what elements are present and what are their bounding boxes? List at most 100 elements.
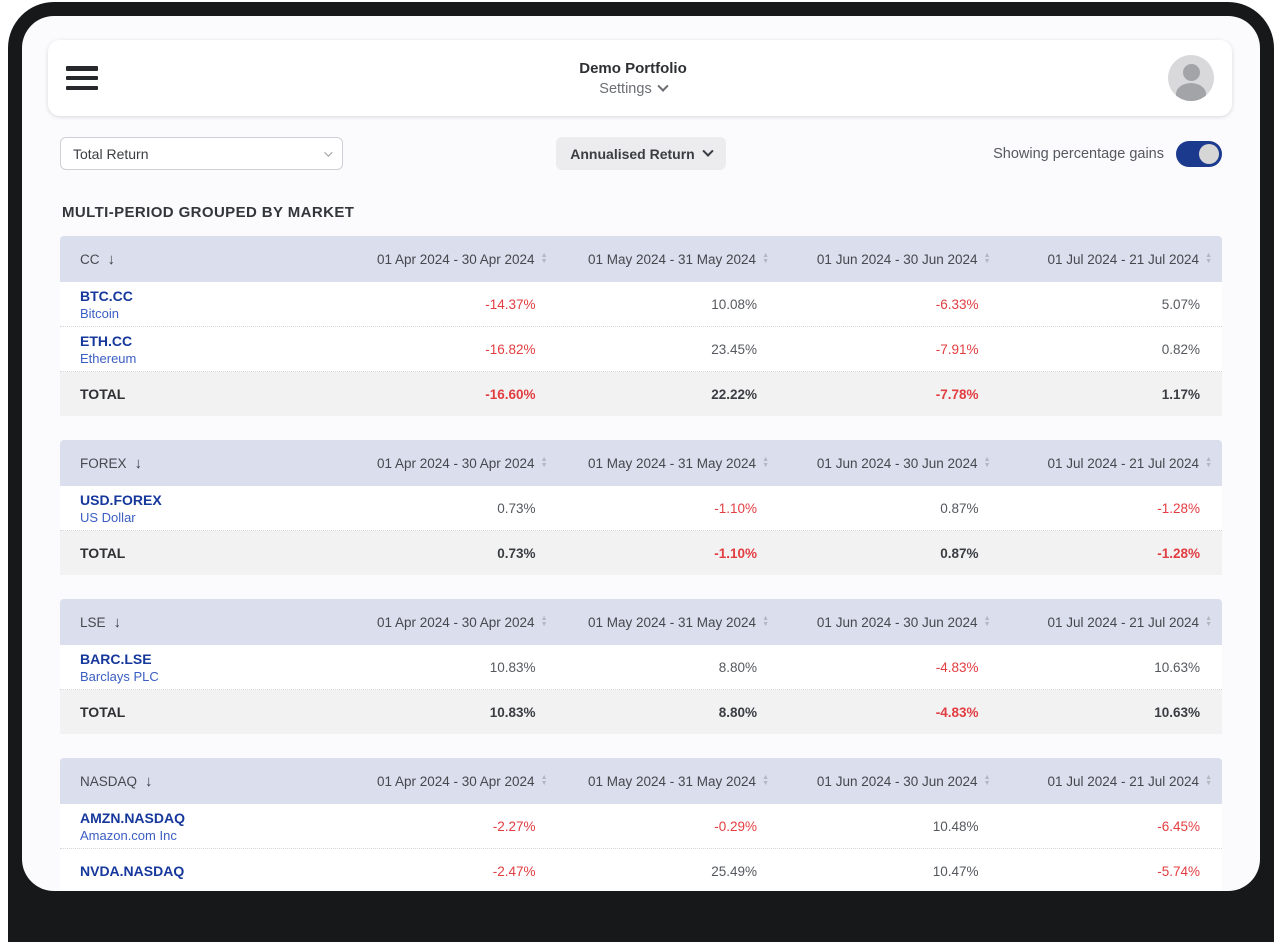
sort-icon: ▲ ▼ bbox=[1205, 456, 1212, 469]
period-column-header[interactable]: 01 Jul 2024 - 21 Jul 2024 ▲ ▼ bbox=[1001, 252, 1223, 267]
sort-icon: ▲ ▼ bbox=[762, 615, 769, 628]
market-label: NASDAQ bbox=[80, 773, 138, 789]
page-title: MULTI-PERIOD GROUPED BY MARKET bbox=[62, 204, 355, 221]
chevron-down-icon bbox=[657, 80, 669, 92]
instrument-cell[interactable]: AMZN.NASDAQ Amazon.com Inc bbox=[60, 810, 336, 843]
instrument-symbol: NVDA.NASDAQ bbox=[80, 863, 185, 879]
return-value: -5.74% bbox=[1157, 863, 1200, 879]
return-value: 1.17% bbox=[1161, 386, 1200, 402]
period-label: 01 May 2024 - 31 May 2024 bbox=[587, 773, 757, 789]
percentage-gains-toggle[interactable] bbox=[1176, 140, 1222, 167]
instrument-name: Amazon.com Inc bbox=[80, 827, 177, 843]
market-tables: CC ↓ 01 Apr 2024 - 30 Apr 2024 ▲ ▼ 01 May 202… bbox=[60, 236, 1222, 891]
total-label: TOTAL bbox=[80, 704, 126, 720]
return-value: -1.28% bbox=[1157, 500, 1200, 516]
period-column-header[interactable]: 01 Jul 2024 - 21 Jul 2024 ▲ ▼ bbox=[1001, 456, 1223, 471]
instrument-cell[interactable]: BTC.CC Bitcoin bbox=[60, 288, 336, 321]
period-label: 01 Apr 2024 - 30 Apr 2024 bbox=[376, 614, 535, 630]
period-column-header[interactable]: 01 Jun 2024 - 30 Jun 2024 ▲ ▼ bbox=[779, 456, 1001, 471]
total-row: TOTAL -16.60% 22.22% -7.78% 1.17% bbox=[60, 372, 1222, 416]
sort-icon: ▲ ▼ bbox=[762, 774, 769, 787]
period-column-header[interactable]: 01 Apr 2024 - 30 Apr 2024 ▲ ▼ bbox=[336, 615, 558, 630]
instrument-cell[interactable]: USD.FOREX US Dollar bbox=[60, 492, 336, 525]
period-column-header[interactable]: 01 Apr 2024 - 30 Apr 2024 ▲ ▼ bbox=[336, 456, 558, 471]
period-label: 01 May 2024 - 31 May 2024 bbox=[587, 614, 757, 630]
toggle-label: Showing percentage gains bbox=[993, 145, 1164, 162]
avatar[interactable] bbox=[1168, 55, 1214, 101]
table-row: ETH.CC Ethereum -16.82% 23.45% -7.91% 0.82% bbox=[60, 327, 1222, 372]
metric-select-value: Total Return bbox=[73, 145, 149, 162]
return-value: 0.73% bbox=[497, 545, 536, 561]
return-value: -4.83% bbox=[935, 704, 979, 720]
settings-button[interactable]: Settings bbox=[599, 80, 669, 97]
period-label: 01 Apr 2024 - 30 Apr 2024 bbox=[376, 773, 535, 789]
return-value: -14.37% bbox=[485, 296, 536, 312]
market-header-cc[interactable]: CC ↓ bbox=[60, 251, 336, 268]
period-label: 01 Jun 2024 - 30 Jun 2024 bbox=[816, 455, 978, 471]
hamburger-menu-icon[interactable] bbox=[66, 66, 98, 90]
instrument-symbol: AMZN.NASDAQ bbox=[80, 809, 185, 826]
period-column-header[interactable]: 01 Apr 2024 - 30 Apr 2024 ▲ ▼ bbox=[336, 774, 558, 789]
period-column-header[interactable]: 01 Jul 2024 - 21 Jul 2024 ▲ ▼ bbox=[1001, 774, 1223, 789]
return-mode-label: Annualised Return bbox=[570, 145, 695, 162]
return-value: 5.07% bbox=[1161, 296, 1200, 312]
table-header-row: LSE ↓ 01 Apr 2024 - 30 Apr 2024 ▲ ▼ 01 May 20… bbox=[60, 599, 1222, 645]
period-column-header[interactable]: 01 May 2024 - 31 May 2024 ▲ ▼ bbox=[558, 456, 780, 471]
table-header-row: FOREX ↓ 01 Apr 2024 - 30 Apr 2024 ▲ ▼ 01 May … bbox=[60, 440, 1222, 486]
return-mode-button[interactable]: Annualised Return bbox=[556, 137, 726, 170]
sort-icon: ▲ ▼ bbox=[1205, 615, 1212, 628]
instrument-cell[interactable]: BARC.LSE Barclays PLC bbox=[60, 651, 336, 684]
market-header-nasdaq[interactable]: NASDAQ ↓ bbox=[60, 773, 336, 790]
return-value: 8.80% bbox=[718, 704, 757, 720]
period-column-header[interactable]: 01 Jun 2024 - 30 Jun 2024 ▲ ▼ bbox=[779, 252, 1001, 267]
table-header-row: CC ↓ 01 Apr 2024 - 30 Apr 2024 ▲ ▼ 01 May 202… bbox=[60, 236, 1222, 282]
period-column-header[interactable]: 01 May 2024 - 31 May 2024 ▲ ▼ bbox=[558, 774, 780, 789]
sort-icon: ▲ ▼ bbox=[540, 456, 548, 469]
instrument-symbol: BTC.CC bbox=[80, 287, 133, 304]
period-column-header[interactable]: 01 Jul 2024 - 21 Jul 2024 ▲ ▼ bbox=[1001, 615, 1223, 630]
return-value: -16.60% bbox=[485, 386, 536, 402]
total-label: TOTAL bbox=[80, 545, 126, 561]
sort-icon: ▲ ▼ bbox=[1205, 252, 1212, 265]
period-label: 01 May 2024 - 31 May 2024 bbox=[587, 455, 757, 471]
table-row: BARC.LSE Barclays PLC 10.83% 8.80% -4.83% 10.… bbox=[60, 645, 1222, 690]
return-value: 0.82% bbox=[1161, 341, 1200, 357]
toggle-knob bbox=[1199, 143, 1219, 164]
market-header-forex[interactable]: FOREX ↓ bbox=[60, 455, 336, 472]
sort-direction-down-icon: ↓ bbox=[113, 613, 122, 631]
table-row: NVDA.NASDAQ -2.47% 25.49% 10.47% -5.74% bbox=[60, 849, 1222, 891]
period-column-header[interactable]: 01 Jun 2024 - 30 Jun 2024 ▲ ▼ bbox=[779, 774, 1001, 789]
return-value: -16.82% bbox=[485, 341, 536, 357]
chevron-down-icon bbox=[702, 145, 714, 157]
instrument-name: Bitcoin bbox=[80, 305, 120, 321]
period-column-header[interactable]: 01 Jun 2024 - 30 Jun 2024 ▲ ▼ bbox=[779, 615, 1001, 630]
period-column-header[interactable]: 01 May 2024 - 31 May 2024 ▲ ▼ bbox=[558, 252, 780, 267]
market-table-forex: FOREX ↓ 01 Apr 2024 - 30 Apr 2024 ▲ ▼ 01 May … bbox=[60, 440, 1222, 575]
device-frame: Demo Portfolio Settings Total Return Ann… bbox=[8, 2, 1274, 942]
return-value: 10.63% bbox=[1154, 704, 1200, 720]
instrument-name: Ethereum bbox=[80, 350, 137, 366]
market-label: LSE bbox=[80, 614, 106, 630]
instrument-cell[interactable]: NVDA.NASDAQ bbox=[60, 863, 336, 879]
metric-select[interactable]: Total Return bbox=[60, 137, 343, 170]
sort-icon: ▲ ▼ bbox=[983, 774, 991, 787]
total-row: TOTAL 0.73% -1.10% 0.87% -1.28% bbox=[60, 531, 1222, 575]
return-value: -2.27% bbox=[492, 818, 536, 834]
market-header-lse[interactable]: LSE ↓ bbox=[60, 614, 336, 631]
period-label: 01 Apr 2024 - 30 Apr 2024 bbox=[376, 455, 535, 471]
instrument-symbol: USD.FOREX bbox=[80, 491, 162, 508]
instrument-cell[interactable]: ETH.CC Ethereum bbox=[60, 333, 336, 366]
portfolio-title: Demo Portfolio bbox=[579, 59, 687, 77]
sort-icon: ▲ ▼ bbox=[983, 252, 991, 265]
market-label: CC bbox=[80, 251, 100, 267]
return-value: 25.49% bbox=[711, 863, 757, 879]
sort-direction-down-icon: ↓ bbox=[134, 454, 143, 472]
sort-icon: ▲ ▼ bbox=[983, 615, 991, 628]
return-value: -1.10% bbox=[714, 500, 757, 516]
avatar-person-icon bbox=[1182, 64, 1200, 81]
instrument-symbol: ETH.CC bbox=[80, 332, 133, 349]
period-column-header[interactable]: 01 May 2024 - 31 May 2024 ▲ ▼ bbox=[558, 615, 780, 630]
period-column-header[interactable]: 01 Apr 2024 - 30 Apr 2024 ▲ ▼ bbox=[336, 252, 558, 267]
sort-icon: ▲ ▼ bbox=[762, 456, 769, 469]
sort-icon: ▲ ▼ bbox=[540, 774, 548, 787]
